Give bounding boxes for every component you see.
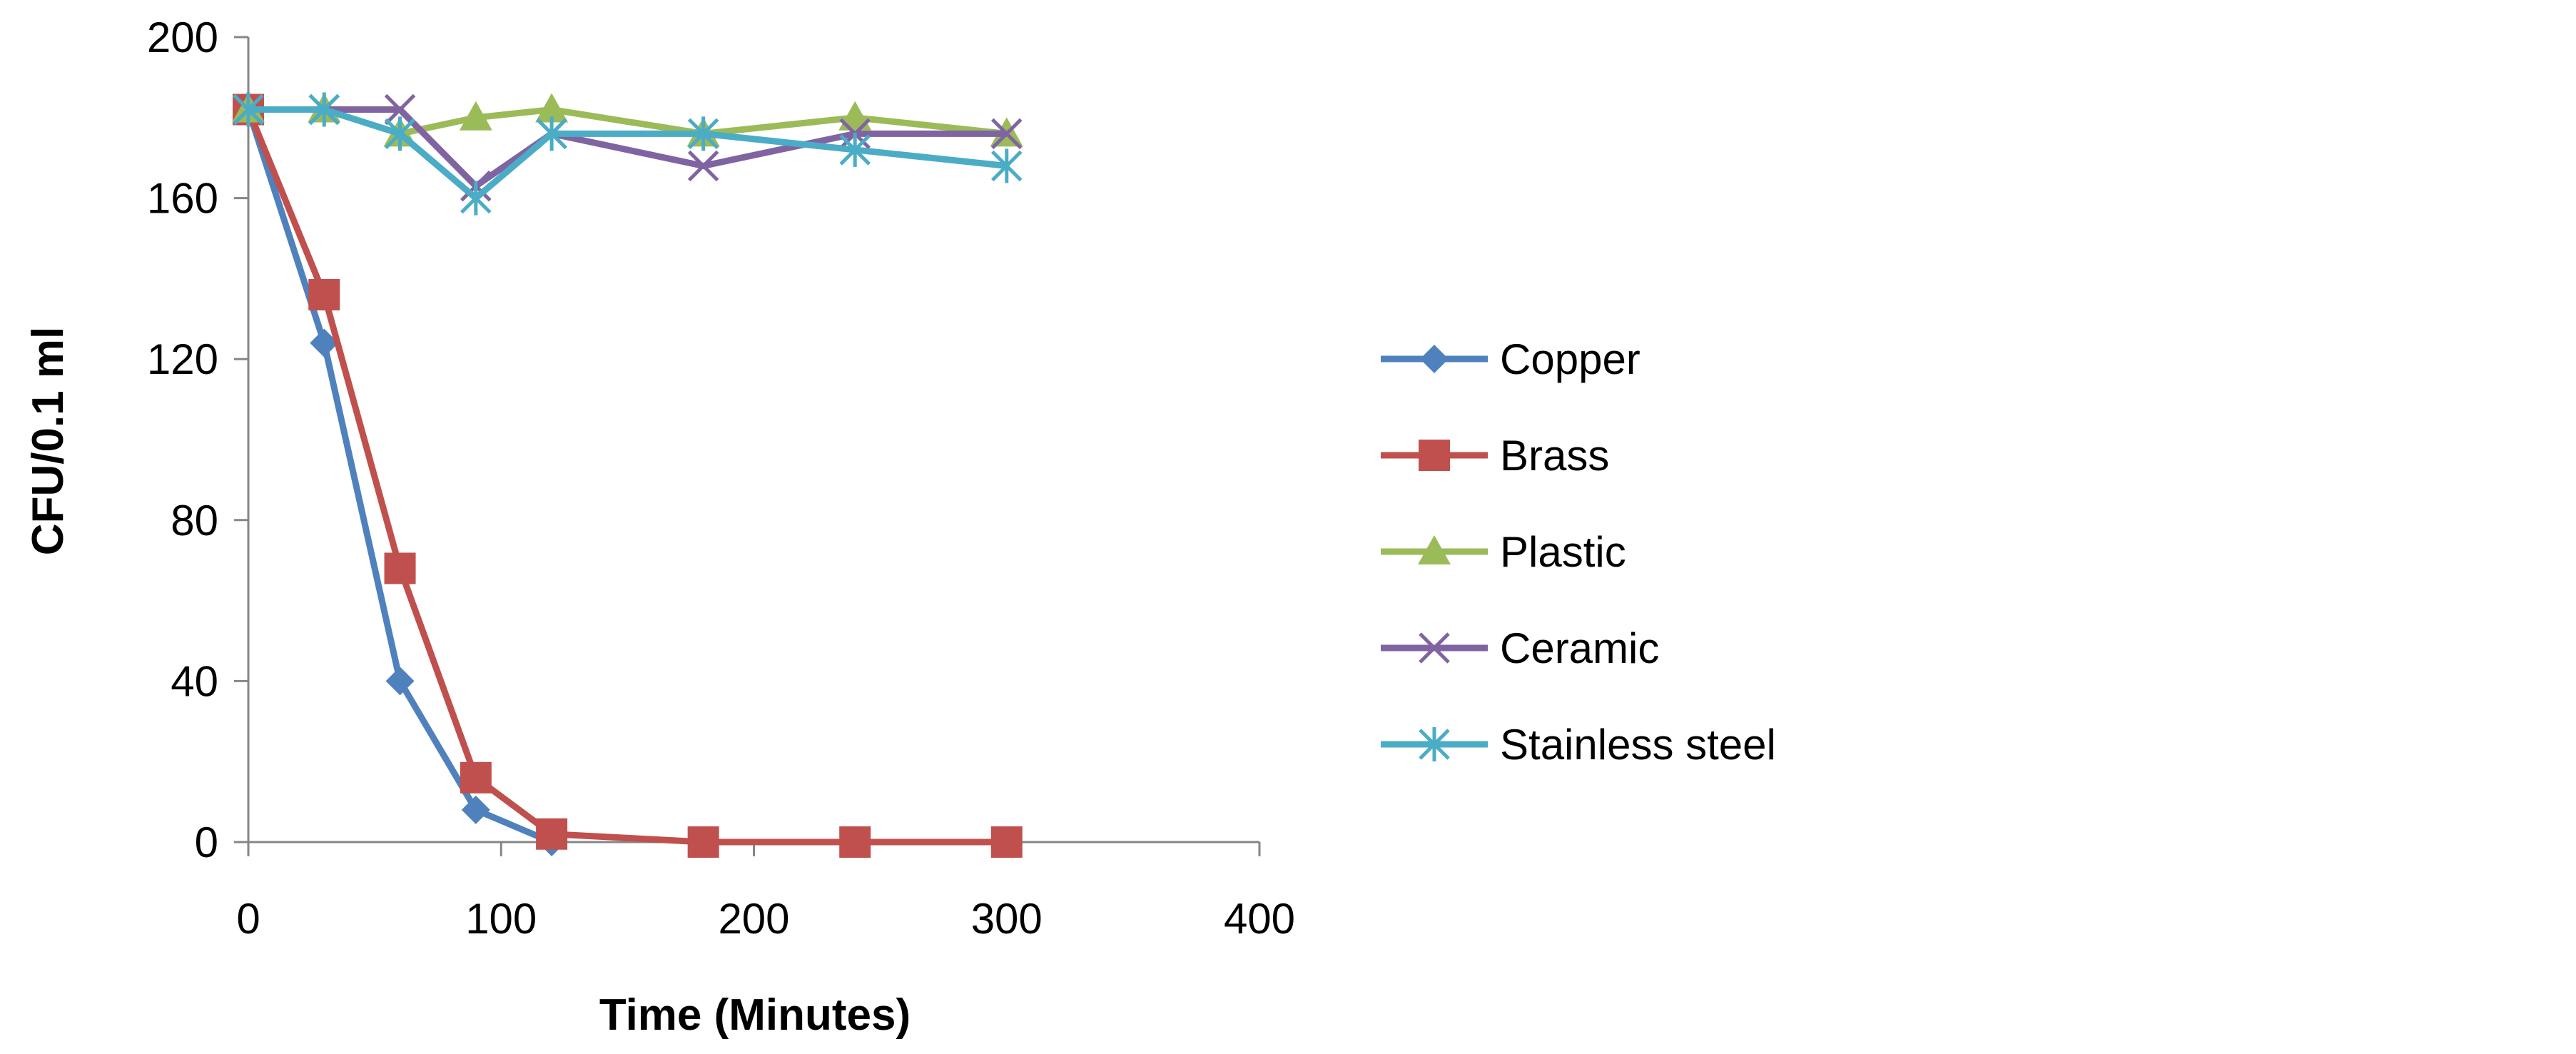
- series-ceramic: [233, 93, 1023, 202]
- legend-label: Plastic: [1500, 528, 1626, 576]
- data-point: [536, 818, 568, 850]
- data-point: [687, 150, 719, 182]
- legend-marker: [1419, 727, 1450, 761]
- series-line: [248, 106, 1008, 202]
- data-point: [308, 92, 340, 127]
- chart-axes: [234, 36, 1261, 856]
- legend-marker: [1419, 440, 1450, 471]
- series-line: [248, 106, 1007, 190]
- data-point: [310, 328, 339, 358]
- chart-legend: Copper Brass Plastic Ceramic Stainless steel: [1381, 335, 1776, 769]
- legend-item: Plastic: [1381, 528, 1626, 576]
- legend-marker: [1419, 632, 1450, 664]
- data-point: [990, 148, 1023, 183]
- legend-label: Stainless steel: [1500, 721, 1776, 769]
- legend-marker: [1420, 345, 1449, 373]
- data-point: [233, 92, 264, 127]
- x-axis-title: Time (Minutes): [599, 990, 911, 1040]
- data-point: [308, 278, 340, 310]
- data-point: [384, 552, 416, 584]
- series-line: [245, 108, 1007, 846]
- chart-series: [232, 92, 1023, 858]
- data-point: [460, 181, 492, 216]
- data-point: [536, 116, 567, 151]
- legend-marker: [1418, 535, 1451, 564]
- data-point: [839, 826, 871, 858]
- legend-item: Copper: [1381, 335, 1641, 383]
- data-point: [459, 101, 492, 131]
- data-point: [687, 116, 719, 151]
- data-point: [990, 118, 1023, 150]
- y-tick-label: 160: [147, 175, 218, 223]
- x-tick-label: 0: [236, 895, 260, 943]
- series-copper: [234, 95, 567, 856]
- y-tick-label: 80: [171, 497, 218, 544]
- data-point: [384, 116, 416, 151]
- y-tick-label: 120: [147, 335, 218, 383]
- chart-tick-labels: 0 40 80 120 160 200 0 100 200 300 400: [147, 14, 1295, 943]
- x-tick-label: 100: [465, 895, 537, 943]
- data-point: [990, 826, 1023, 858]
- y-axis-title: CFU/0.1 ml: [24, 327, 73, 555]
- y-tick-label: 200: [147, 14, 218, 61]
- legend-item: Brass: [1381, 432, 1609, 480]
- x-tick-label: 300: [971, 895, 1043, 943]
- legend-item: Ceramic: [1381, 624, 1659, 672]
- legend-label: Brass: [1500, 432, 1609, 480]
- data-point: [535, 93, 569, 123]
- x-tick-label: 400: [1224, 895, 1295, 943]
- legend-label: Copper: [1500, 335, 1641, 383]
- data-point: [384, 93, 416, 126]
- data-point: [460, 761, 492, 794]
- data-point: [839, 132, 871, 167]
- data-point: [385, 667, 415, 696]
- data-point: [461, 795, 490, 824]
- y-tick-label: 0: [195, 819, 218, 866]
- y-tick-label: 40: [171, 657, 218, 705]
- legend-item: Stainless steel: [1381, 721, 1776, 769]
- series-stainless-steel: [233, 92, 1023, 216]
- data-point: [687, 826, 719, 858]
- legend-label: Ceramic: [1500, 624, 1659, 672]
- x-tick-label: 200: [718, 895, 789, 943]
